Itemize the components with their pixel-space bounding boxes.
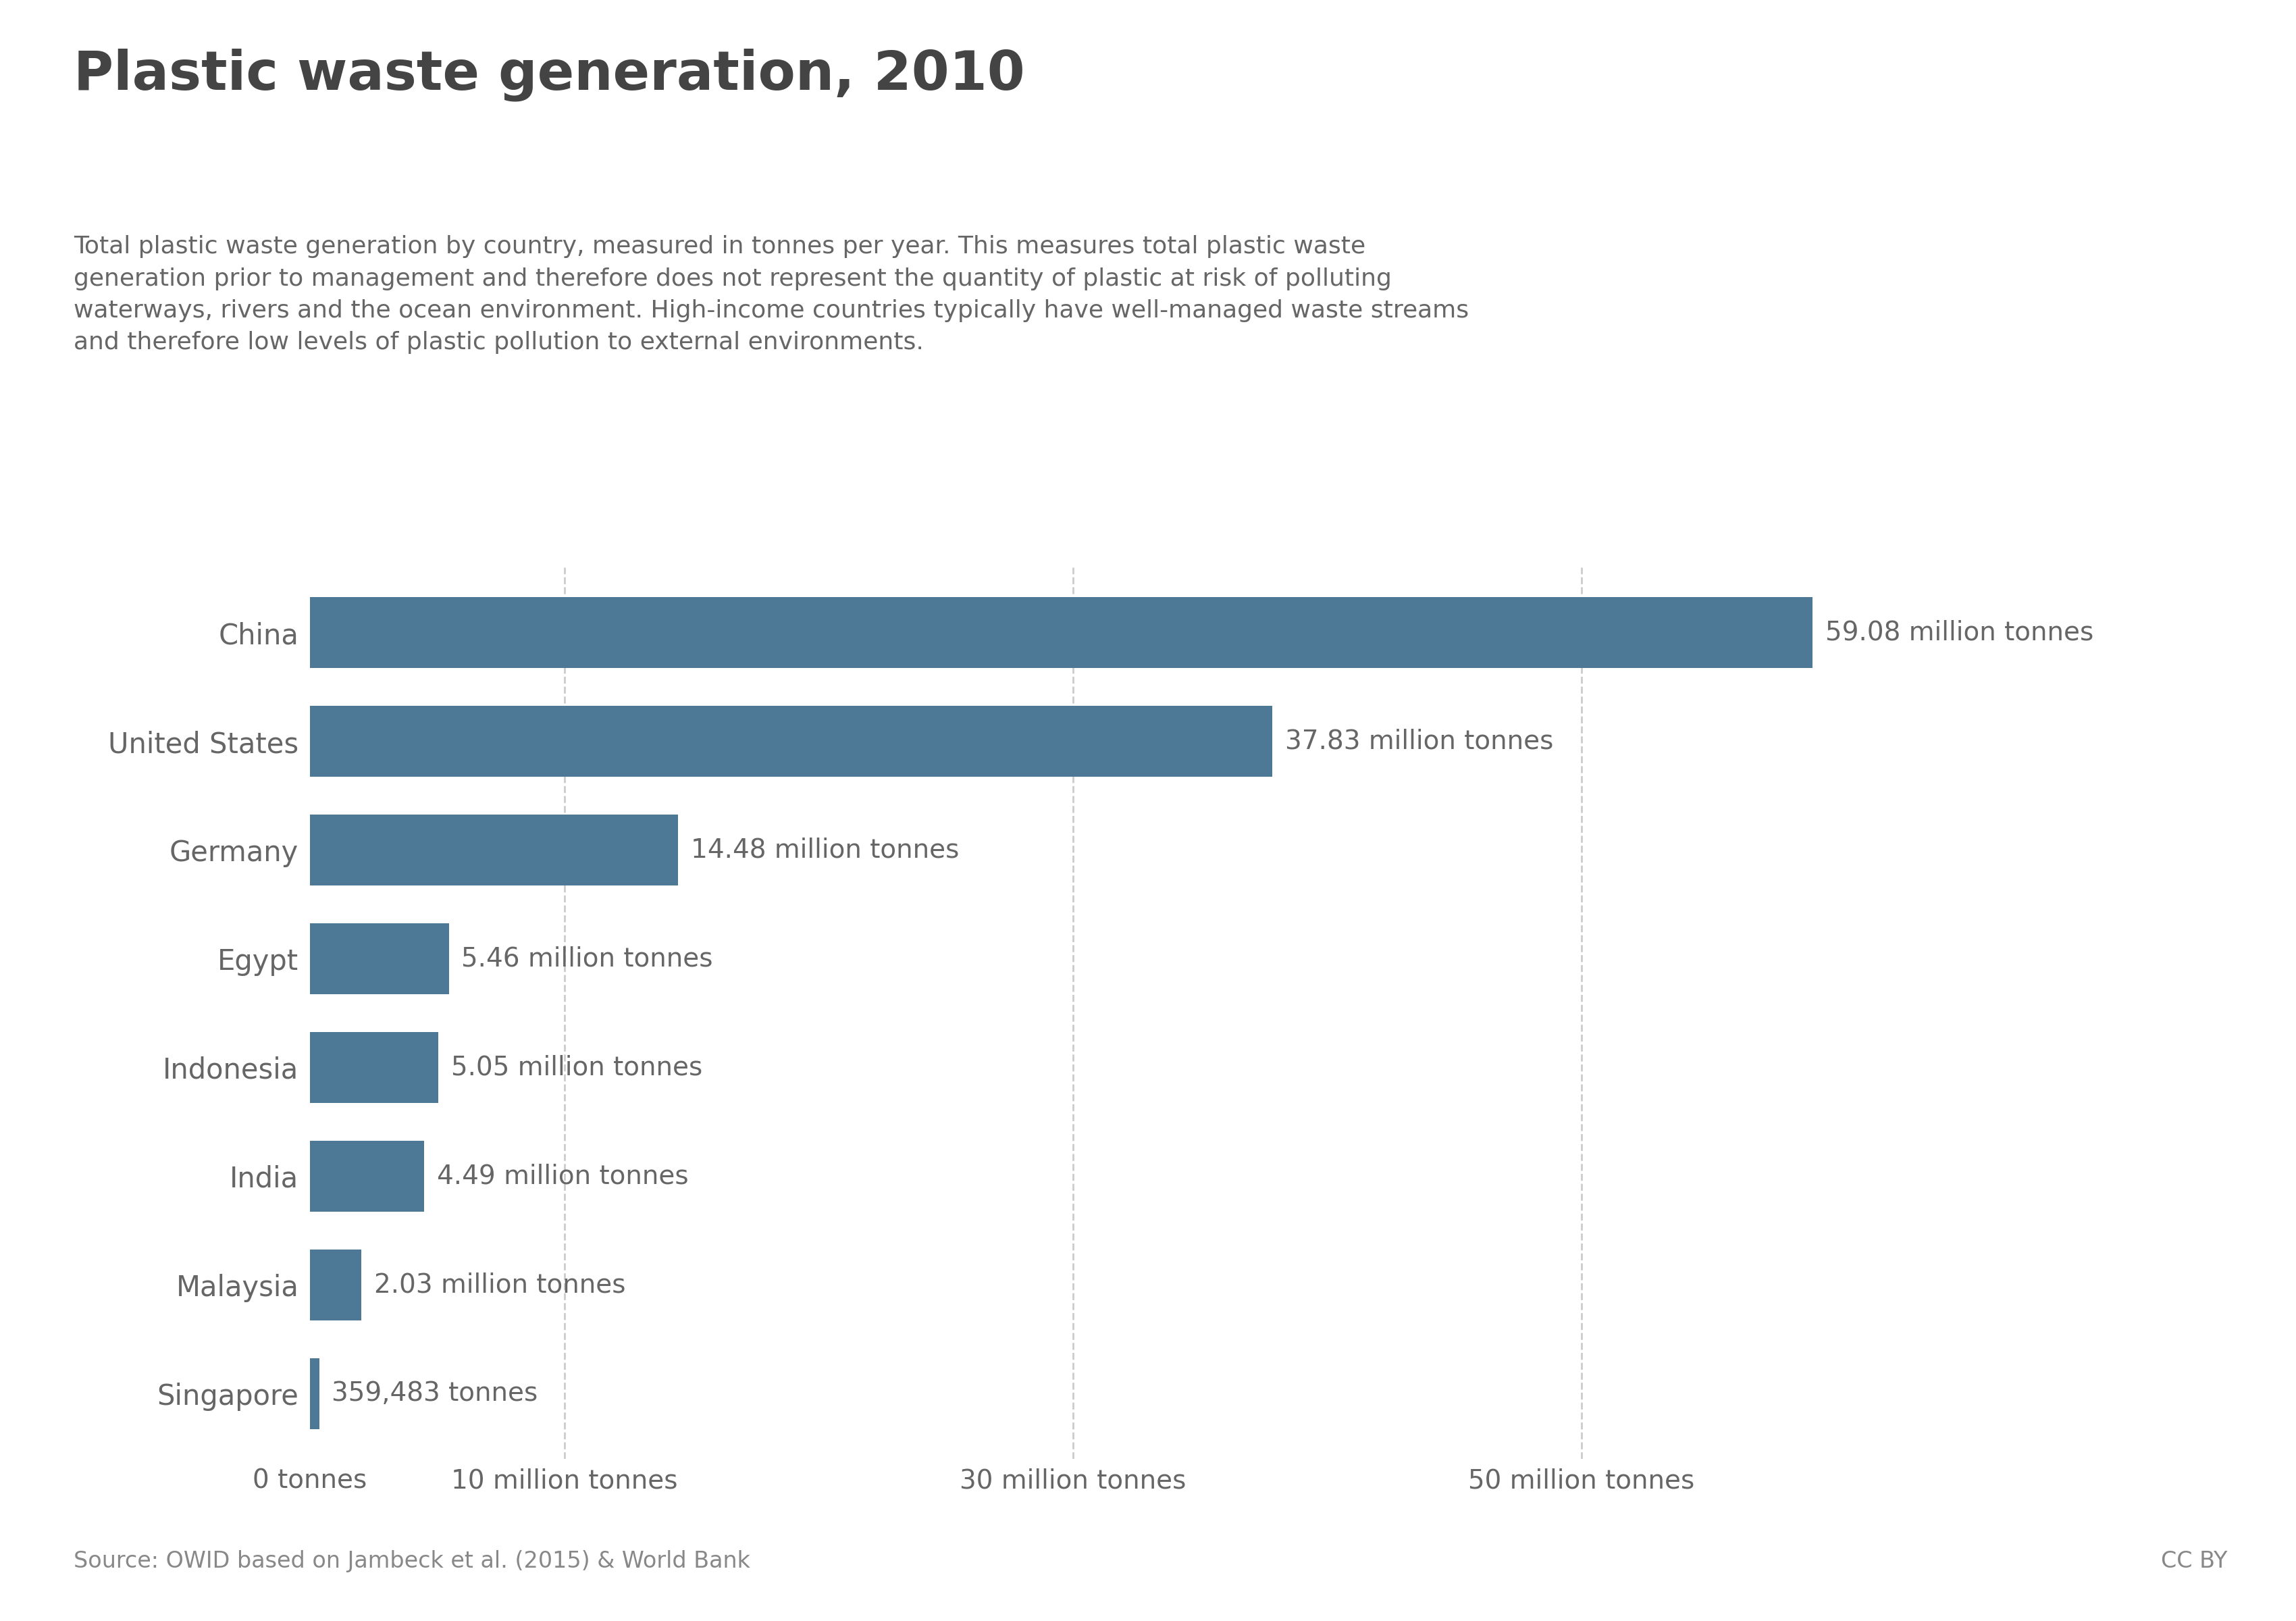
- Text: Source: OWID based on Jambeck et al. (2015) & World Bank: Source: OWID based on Jambeck et al. (20…: [73, 1550, 751, 1572]
- Bar: [310, 815, 677, 885]
- Bar: [310, 1033, 439, 1102]
- Bar: [310, 924, 448, 994]
- Text: 4.49 million tonnes: 4.49 million tonnes: [436, 1164, 689, 1190]
- Text: 359,483 tonnes: 359,483 tonnes: [333, 1381, 537, 1407]
- Bar: [310, 597, 1812, 668]
- Text: Total plastic waste generation by country, measured in tonnes per year. This mea: Total plastic waste generation by countr…: [73, 235, 1469, 355]
- Bar: [310, 1358, 319, 1430]
- Text: CC BY: CC BY: [2161, 1550, 2227, 1572]
- Text: Plastic waste generation, 2010: Plastic waste generation, 2010: [73, 49, 1024, 102]
- Text: 14.48 million tonnes: 14.48 million tonnes: [691, 836, 960, 862]
- Text: 59.08 million tonnes: 59.08 million tonnes: [1825, 619, 2094, 645]
- Bar: [310, 1141, 425, 1211]
- Text: Our World
in Data: Our World in Data: [2043, 68, 2183, 123]
- Bar: [310, 1250, 360, 1319]
- Text: 37.83 million tonnes: 37.83 million tonnes: [1286, 728, 1552, 754]
- Bar: [310, 707, 1272, 776]
- Text: 5.46 million tonnes: 5.46 million tonnes: [461, 947, 714, 971]
- Text: 2.03 million tonnes: 2.03 million tonnes: [374, 1272, 627, 1298]
- Text: 5.05 million tonnes: 5.05 million tonnes: [450, 1055, 703, 1080]
